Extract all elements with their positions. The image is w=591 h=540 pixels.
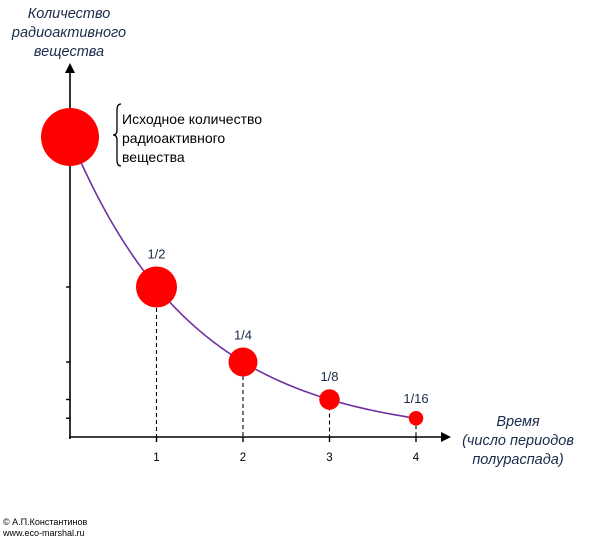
x-tick-label-3: 3 xyxy=(326,452,332,464)
copyright-credit: © А.П.Константинов www.eco-marshal.ru xyxy=(3,517,87,539)
annotation-line-2: радиоактивного xyxy=(122,130,226,146)
point-label-3: 1/4 xyxy=(234,328,252,343)
x-axis-label-line-1: Время xyxy=(496,414,540,430)
point-label-2: 1/2 xyxy=(147,246,165,261)
point-label-5: 1/16 xyxy=(403,391,428,406)
data-point-4 xyxy=(319,389,340,410)
data-point-1 xyxy=(41,108,99,166)
y-axis-label-line-1: Количество xyxy=(27,6,111,22)
annotation-brace xyxy=(112,103,122,167)
y-axis-label-line-3: вещества xyxy=(33,44,105,60)
data-point-2 xyxy=(135,266,178,308)
point-label-4: 1/8 xyxy=(320,369,338,384)
annotation-line-3: вещества xyxy=(122,149,185,165)
credit-line-1: © А.П.Константинов xyxy=(3,517,88,527)
initial-amount-annotation: Исходное количество радиоактивного вещес… xyxy=(122,110,262,167)
annotation-line-1: Исходное количество xyxy=(122,111,263,127)
x-tick-label-4: 4 xyxy=(413,452,420,464)
x-axis-label-line-2: (число периодов xyxy=(462,433,574,449)
data-point-3 xyxy=(228,347,258,377)
x-tick-label-2: 2 xyxy=(240,452,246,464)
x-tick-label-1: 1 xyxy=(153,452,159,464)
y-axis-label: Количество радиоактивного вещества xyxy=(4,5,134,62)
data-point-5 xyxy=(408,411,424,426)
x-axis-label-line-3: полураспада) xyxy=(472,452,564,468)
x-axis-label: Время (число периодов полураспада) xyxy=(448,413,588,470)
y-axis-label-line-2: радиоактивного xyxy=(11,25,127,41)
credit-line-2: www.eco-marshal.ru xyxy=(3,528,85,538)
